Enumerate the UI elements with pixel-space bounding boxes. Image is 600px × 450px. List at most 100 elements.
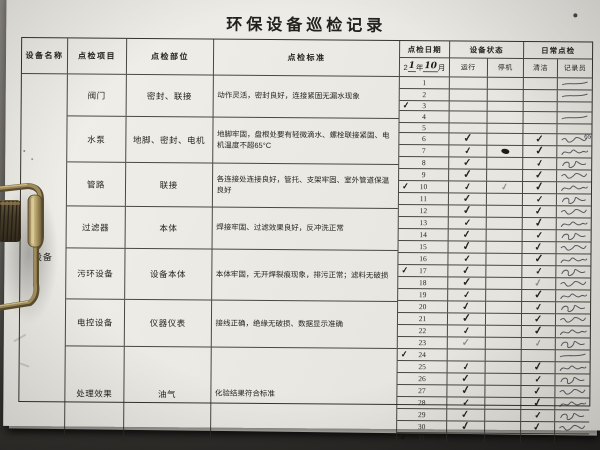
shutdown-check-cell (486, 265, 523, 277)
running-check-cell: ✓ (448, 289, 487, 301)
check-mark: ✓ (462, 253, 472, 264)
day-row: 30 ✓ ✓ (397, 420, 590, 435)
day-number-cell: 22 (397, 324, 448, 337)
day-number-cell: 27 (397, 384, 448, 397)
day-number: 7 (421, 146, 426, 156)
handwritten-signature (560, 412, 585, 421)
inspection-item-cell: 管路 (66, 162, 127, 206)
handwritten-signature (560, 340, 585, 349)
handwritten-signature (562, 160, 587, 169)
inspection-item-cell: 污环设备 (66, 248, 126, 299)
running-check-cell: ✓ (449, 168, 488, 181)
cleaning-check-cell: ✓ (522, 253, 557, 265)
day-row: 11 ✓ ✓ (398, 193, 591, 207)
day-number-cell: 12 (398, 204, 449, 217)
recorder-signature-cell (558, 90, 592, 101)
inspection-part-cell: 仪器仪表 (124, 299, 212, 347)
shutdown-check-cell (486, 217, 523, 229)
header-recorder: 记录员 (563, 65, 587, 73)
day-number: 23 (418, 338, 427, 348)
cleaning-check-cell: ✓ (522, 230, 557, 242)
cleaning-check-cell: ✓ (521, 360, 556, 374)
shutdown-check-cell (485, 313, 523, 325)
date-check-mark: ✓ (400, 264, 409, 275)
cleaning-check-cell: ✓ (522, 241, 557, 254)
recorder-signature-cell (557, 170, 591, 181)
day-number: 25 (418, 362, 426, 372)
check-mark: ✓ (533, 180, 545, 194)
shutdown-check-cell (486, 241, 523, 253)
day-row: 2 (399, 88, 592, 103)
cleaning-check-cell: ✓ (521, 337, 556, 350)
inspection-part-cell: 设备本体 (124, 248, 213, 300)
recorder-signature-cell (555, 434, 589, 443)
check-mark: ✓ (535, 133, 545, 145)
header-daily-check: 日常点检 (524, 41, 593, 60)
inspection-standard-cell: 化验结果符合标准 (214, 388, 275, 399)
handwritten-signature (560, 293, 587, 300)
day-row: 21 ✓ ✓ (397, 312, 591, 327)
cleaning-check-cell: ✓ (522, 216, 557, 230)
paper-sheet: 环保设备巡检记录 设备名称 点检项目 点检部位 点检标准 点检日期 2 1 年 10 月… (3, 0, 600, 444)
handwritten-signature (561, 268, 586, 277)
day-number: 1 (422, 78, 427, 88)
running-check-cell: ✓ (448, 193, 487, 205)
equipment-row: 过滤器 本体 焊接牢固、过滤效果良好，反冲洗正常 (66, 206, 398, 251)
shutdown-check-cell (487, 169, 524, 181)
check-mark: ✓ (463, 217, 472, 228)
inspection-part-cell: 地脚、密封、电机 (126, 116, 214, 163)
day-row: 7 ✓ ✓ (399, 145, 592, 159)
header-cleaning: 清洁 (523, 58, 559, 78)
day-number-cell: 4 (399, 110, 450, 123)
day-row: 8 ✓ ✓ (399, 157, 592, 171)
running-check-cell: ✓ (448, 276, 487, 289)
day-number-cell: 14 (398, 228, 449, 241)
check-mark: ✓ (532, 360, 544, 374)
day-row: 16 ✓ ✓ (398, 253, 591, 267)
cleaning-check-cell: ✓ (521, 374, 556, 386)
day-row: 14 ✓ ✓ (398, 228, 591, 243)
shutdown-check-cell (487, 145, 524, 157)
running-check-cell: ✓ (448, 240, 487, 253)
handwritten-signature (561, 93, 588, 98)
day-row: 25 ✓ ✓ (397, 360, 590, 375)
inspection-item-cell: 阀门 (67, 74, 127, 116)
header-inspect-item: 点检项目 (67, 38, 128, 74)
shutdown-check-cell (486, 229, 523, 241)
cleaning-check-cell: ✓ (522, 277, 557, 289)
cleaning-check-cell (521, 349, 556, 362)
day-number: 11 (419, 194, 428, 204)
check-mark: ✓ (461, 312, 472, 325)
day-number: 26 (418, 374, 426, 384)
check-mark: ✓ (534, 205, 545, 218)
header-running: 运行 (449, 58, 488, 77)
day-row: 12 ✓ ✓ (398, 204, 591, 219)
cleaning-check-cell: ✓ (523, 157, 558, 170)
cleaning-check-cell: ✓ (521, 396, 556, 410)
recorder-signature-cell (555, 374, 589, 385)
running-check-cell (449, 123, 488, 133)
day-row: 1 (399, 76, 592, 91)
header-equipment-name: 设备名称 (21, 38, 69, 74)
day-number: 22 (418, 326, 427, 336)
daily-check-grid: 1 2 ✓ 3 4 5 6 ✓ ✓ 65 7 ✓ ✓ 8 ✓ ✓ 9 ✓ ✓ ✓ 10 ✓ ✓ ✓ 11 ✓ ✓ 12 ✓ ✓ 13 ✓ ✓ 14… (397, 76, 592, 444)
page-title: 环保设备巡检记录 (226, 16, 387, 35)
check-mark: ✓ (533, 409, 542, 421)
cleaning-check-cell: ✓ (522, 180, 558, 194)
check-mark: ✓ (532, 396, 544, 410)
day-number-cell: ✓ 24 (397, 348, 448, 361)
check-mark: ✓ (460, 408, 471, 421)
day-number: 14 (419, 230, 427, 240)
day-number: 21 (418, 314, 427, 324)
cleaning-check-cell: ✓ (522, 302, 557, 314)
shutdown-check-cell (486, 205, 523, 217)
check-mark: ✓ (461, 276, 472, 289)
check-mark: ✓ (533, 216, 545, 230)
recorder-signature-cell (557, 124, 591, 133)
shutdown-check-cell (485, 373, 522, 385)
handwritten-signature (561, 232, 586, 241)
day-number: 6 (421, 134, 426, 144)
recorder-signature-cell (555, 422, 589, 433)
shutdown-check-cell (485, 409, 522, 421)
